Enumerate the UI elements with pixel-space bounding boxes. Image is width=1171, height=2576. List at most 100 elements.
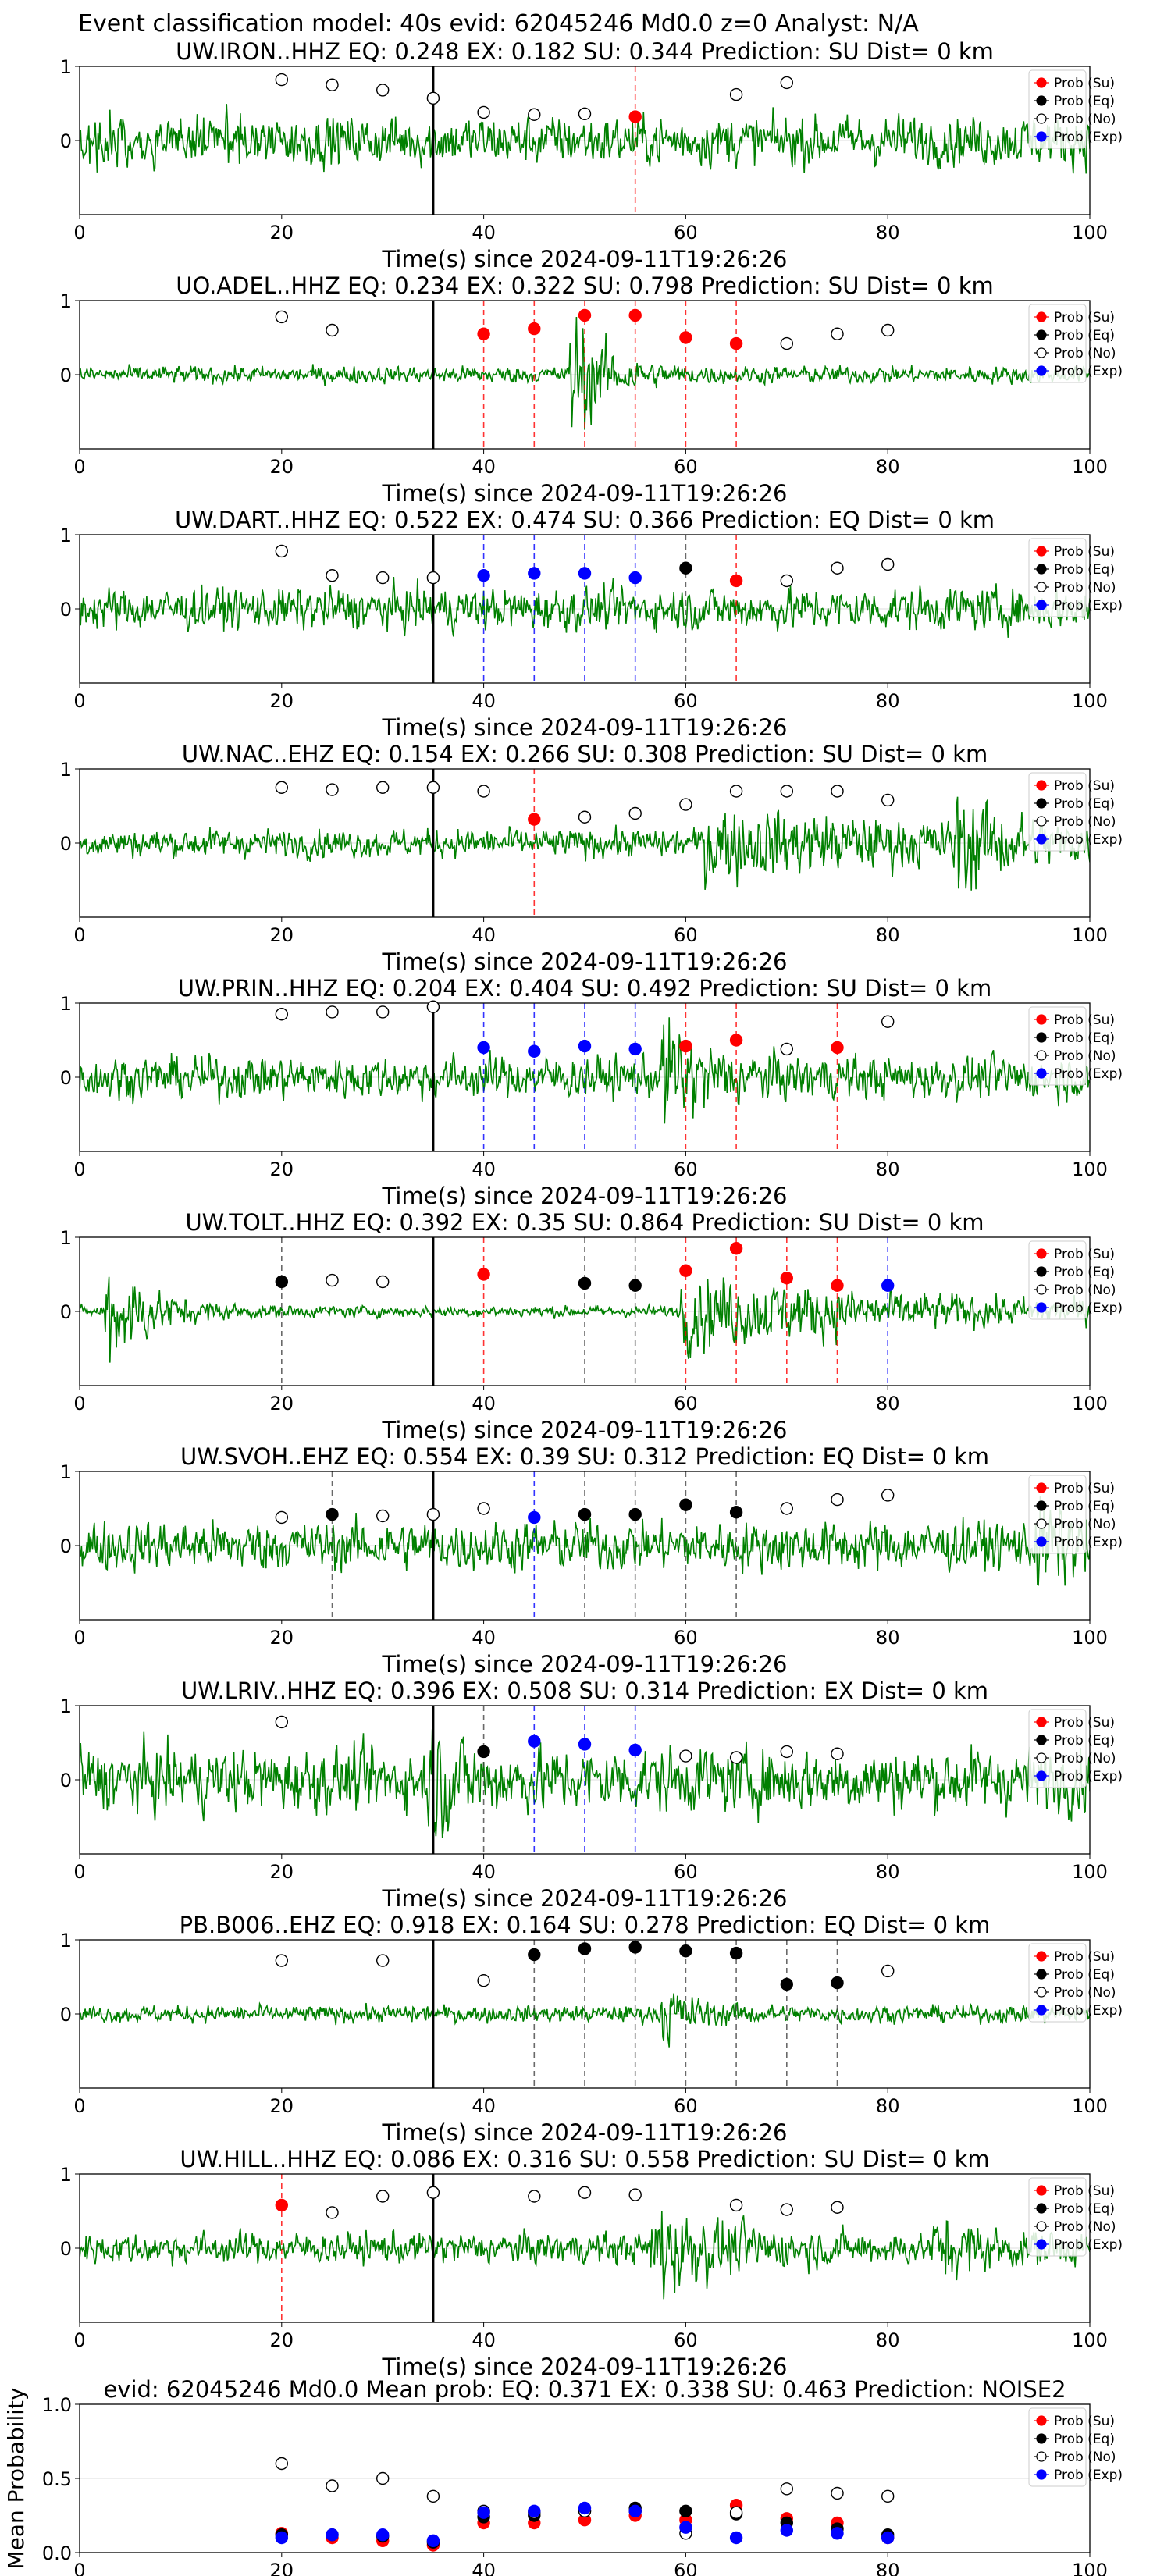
legend-label: Prob (Eq) xyxy=(1054,1265,1115,1280)
x-tick-label: 80 xyxy=(876,2095,900,2117)
point-probeq xyxy=(679,561,692,575)
x-tick-label: 100 xyxy=(1072,222,1108,244)
waveform-trace xyxy=(80,2211,1090,2300)
x-tick-label: 80 xyxy=(876,1861,900,1883)
legend-marker xyxy=(1036,1770,1047,1781)
x-tick-label: 80 xyxy=(876,2329,900,2351)
legend-label: Prob (Su) xyxy=(1054,1715,1115,1731)
panel-5: 0 20 40 60 80 100 0 1 UW.PRIN..HHZ EQ: 0.204 EX:… xyxy=(60,975,1123,1209)
legend-box xyxy=(1028,772,1087,852)
legend-marker xyxy=(1036,1302,1047,1313)
point-probno xyxy=(528,2190,541,2203)
point-probno xyxy=(881,793,895,807)
panel-title: PB.B006..EHZ EQ: 0.918 EX: 0.164 SU: 0.2… xyxy=(180,1912,991,1938)
point-probeq xyxy=(831,1976,844,1990)
legend-box xyxy=(1028,1006,1087,1086)
legend-box xyxy=(1028,1943,1087,2023)
point-probeq xyxy=(729,1506,743,1519)
x-axis-label: Time(s) since 2024-09-11T19:26:26 xyxy=(382,1651,788,1678)
point-probno xyxy=(376,1005,390,1019)
x-tick-label: 40 xyxy=(472,2095,496,2117)
legend-box xyxy=(1028,2177,1087,2257)
point-probno xyxy=(376,2471,390,2485)
point-probno xyxy=(780,785,793,798)
legend-label: Prob (Eq) xyxy=(1054,1030,1115,1046)
legend-marker xyxy=(1036,1284,1047,1295)
legend-label: Prob (No) xyxy=(1054,1283,1116,1298)
x-tick-label: 0 xyxy=(73,1861,85,1883)
x-tick-label: 40 xyxy=(472,2329,496,2351)
point-probno xyxy=(729,1751,743,1764)
point-probsu xyxy=(780,1272,793,1285)
waveform-trace xyxy=(80,796,1090,891)
y-tick-label: 1 xyxy=(60,290,72,312)
x-tick-label: 100 xyxy=(1072,1627,1108,1649)
x-tick-label: 100 xyxy=(1072,1158,1108,1180)
legend-label: Prob (No) xyxy=(1054,2450,1116,2465)
legend-box xyxy=(1028,69,1087,149)
point-probno xyxy=(729,2506,743,2519)
x-tick-label: 80 xyxy=(876,1627,900,1649)
point-probno xyxy=(275,310,288,324)
legend-label: Prob (Su) xyxy=(1054,2414,1115,2429)
point-probno xyxy=(477,1974,490,1987)
waveform-trace xyxy=(80,316,1090,430)
y-tick-label: 0 xyxy=(60,833,72,855)
x-tick-label: 100 xyxy=(1072,924,1108,946)
legend-marker xyxy=(1036,582,1047,592)
point-probexp xyxy=(628,2504,642,2518)
point-probexp xyxy=(881,1279,895,1292)
point-probeq xyxy=(578,1507,592,1521)
x-tick-label: 60 xyxy=(674,2560,698,2576)
point-probexp xyxy=(528,1735,541,1748)
panel-title: UW.PRIN..HHZ EQ: 0.204 EX: 0.404 SU: 0.4… xyxy=(178,975,991,1002)
point-probno xyxy=(831,327,844,340)
panel-title: UW.SVOH..EHZ EQ: 0.554 EX: 0.39 SU: 0.31… xyxy=(180,1443,989,1470)
x-tick-label: 40 xyxy=(472,1393,496,1414)
x-tick-label: 60 xyxy=(674,2095,698,2117)
y-tick-label: 0 xyxy=(60,1301,72,1323)
point-probno xyxy=(326,1273,339,1287)
point-probno xyxy=(275,1008,288,1021)
panel-4: 0 20 40 60 80 100 0 1 UW.NAC..EHZ EQ: 0.154 EX: … xyxy=(60,741,1123,975)
legend-label: Prob (Exp) xyxy=(1054,130,1123,145)
point-probexp xyxy=(578,2501,592,2515)
legend-label: Prob (Su) xyxy=(1054,778,1115,794)
legend-label: Prob (Eq) xyxy=(1054,2201,1115,2217)
panel-title: UW.IRON..HHZ EQ: 0.248 EX: 0.182 SU: 0.3… xyxy=(176,38,994,65)
x-tick-label: 20 xyxy=(270,2095,294,2117)
legend-marker xyxy=(1036,2185,1047,2196)
y-tick-label: 0 xyxy=(60,365,72,386)
point-probsu xyxy=(528,813,541,826)
x-tick-label: 0 xyxy=(73,2095,85,2117)
legend-marker xyxy=(1036,1014,1047,1025)
point-probno xyxy=(477,785,490,798)
point-probno xyxy=(326,78,339,91)
point-probeq xyxy=(679,1498,692,1511)
point-probexp xyxy=(628,571,642,585)
legend-marker xyxy=(1036,365,1047,376)
y-tick-label: 0.5 xyxy=(42,2468,72,2490)
x-tick-label: 20 xyxy=(270,2560,294,2576)
x-tick-label: 60 xyxy=(674,1393,698,1414)
x-tick-label: 40 xyxy=(472,1158,496,1180)
legend: Prob (Su) Prob (Eq) Prob (No) Prob (Exp) xyxy=(1028,1943,1123,2023)
x-tick-label: 40 xyxy=(472,1861,496,1883)
point-probexp xyxy=(477,1041,490,1055)
legend: Prob (Su) Prob (Eq) Prob (No) Prob (Exp) xyxy=(1028,304,1123,383)
legend-marker xyxy=(1036,2433,1047,2444)
point-probsu xyxy=(628,308,642,322)
x-tick-label: 80 xyxy=(876,222,900,244)
point-probno xyxy=(275,544,288,558)
point-probno xyxy=(275,2457,288,2471)
legend-label: Prob (Su) xyxy=(1054,2183,1115,2199)
legend-label: Prob (Eq) xyxy=(1054,1967,1115,1983)
legend-label: Prob (Exp) xyxy=(1054,1300,1123,1316)
point-probexp xyxy=(426,2534,440,2548)
y-tick-label: 1 xyxy=(60,525,72,546)
point-probeq xyxy=(679,1944,692,1958)
legend-marker xyxy=(1036,1050,1047,1061)
point-probexp xyxy=(376,2528,390,2542)
legend: Prob (Su) Prob (Eq) Prob (No) Prob (Exp) xyxy=(1028,538,1123,617)
